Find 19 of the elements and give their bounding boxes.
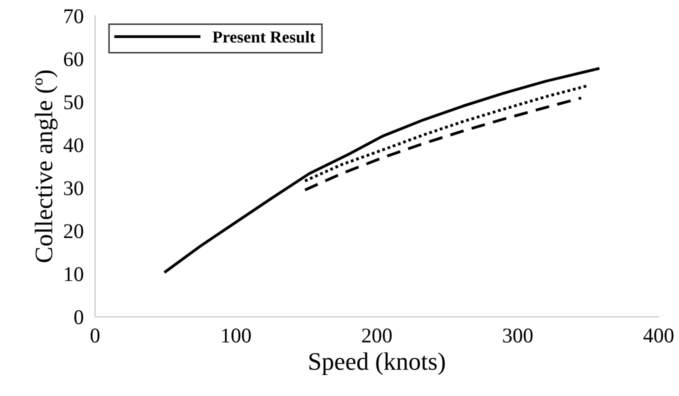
x-tick-label: 0 — [90, 328, 100, 343]
line-series — [304, 96, 583, 192]
x-tick-label: 100 — [222, 328, 251, 343]
y-axis-title: Collective angle (º) — [34, 70, 58, 262]
line-series — [164, 67, 600, 274]
y-tick-label: 0 — [74, 310, 84, 324]
y-tick-label: 30 — [64, 181, 84, 196]
y-tick-label: 60 — [64, 52, 84, 66]
y-tick-label: 70 — [64, 9, 84, 24]
y-tick-label: 50 — [64, 95, 84, 110]
text: Present Result — [212, 30, 316, 43]
y-tick-label: 10 — [64, 267, 84, 282]
x-tick-label: 300 — [503, 328, 533, 343]
y-tick-label: 20 — [64, 224, 84, 238]
line-series — [304, 84, 588, 182]
x-tick-label: 200 — [362, 328, 392, 343]
x-tick-label: 400 — [643, 328, 674, 343]
y-tick-label: 40 — [64, 138, 84, 152]
x-axis-title: Speed (knots) — [309, 352, 445, 376]
